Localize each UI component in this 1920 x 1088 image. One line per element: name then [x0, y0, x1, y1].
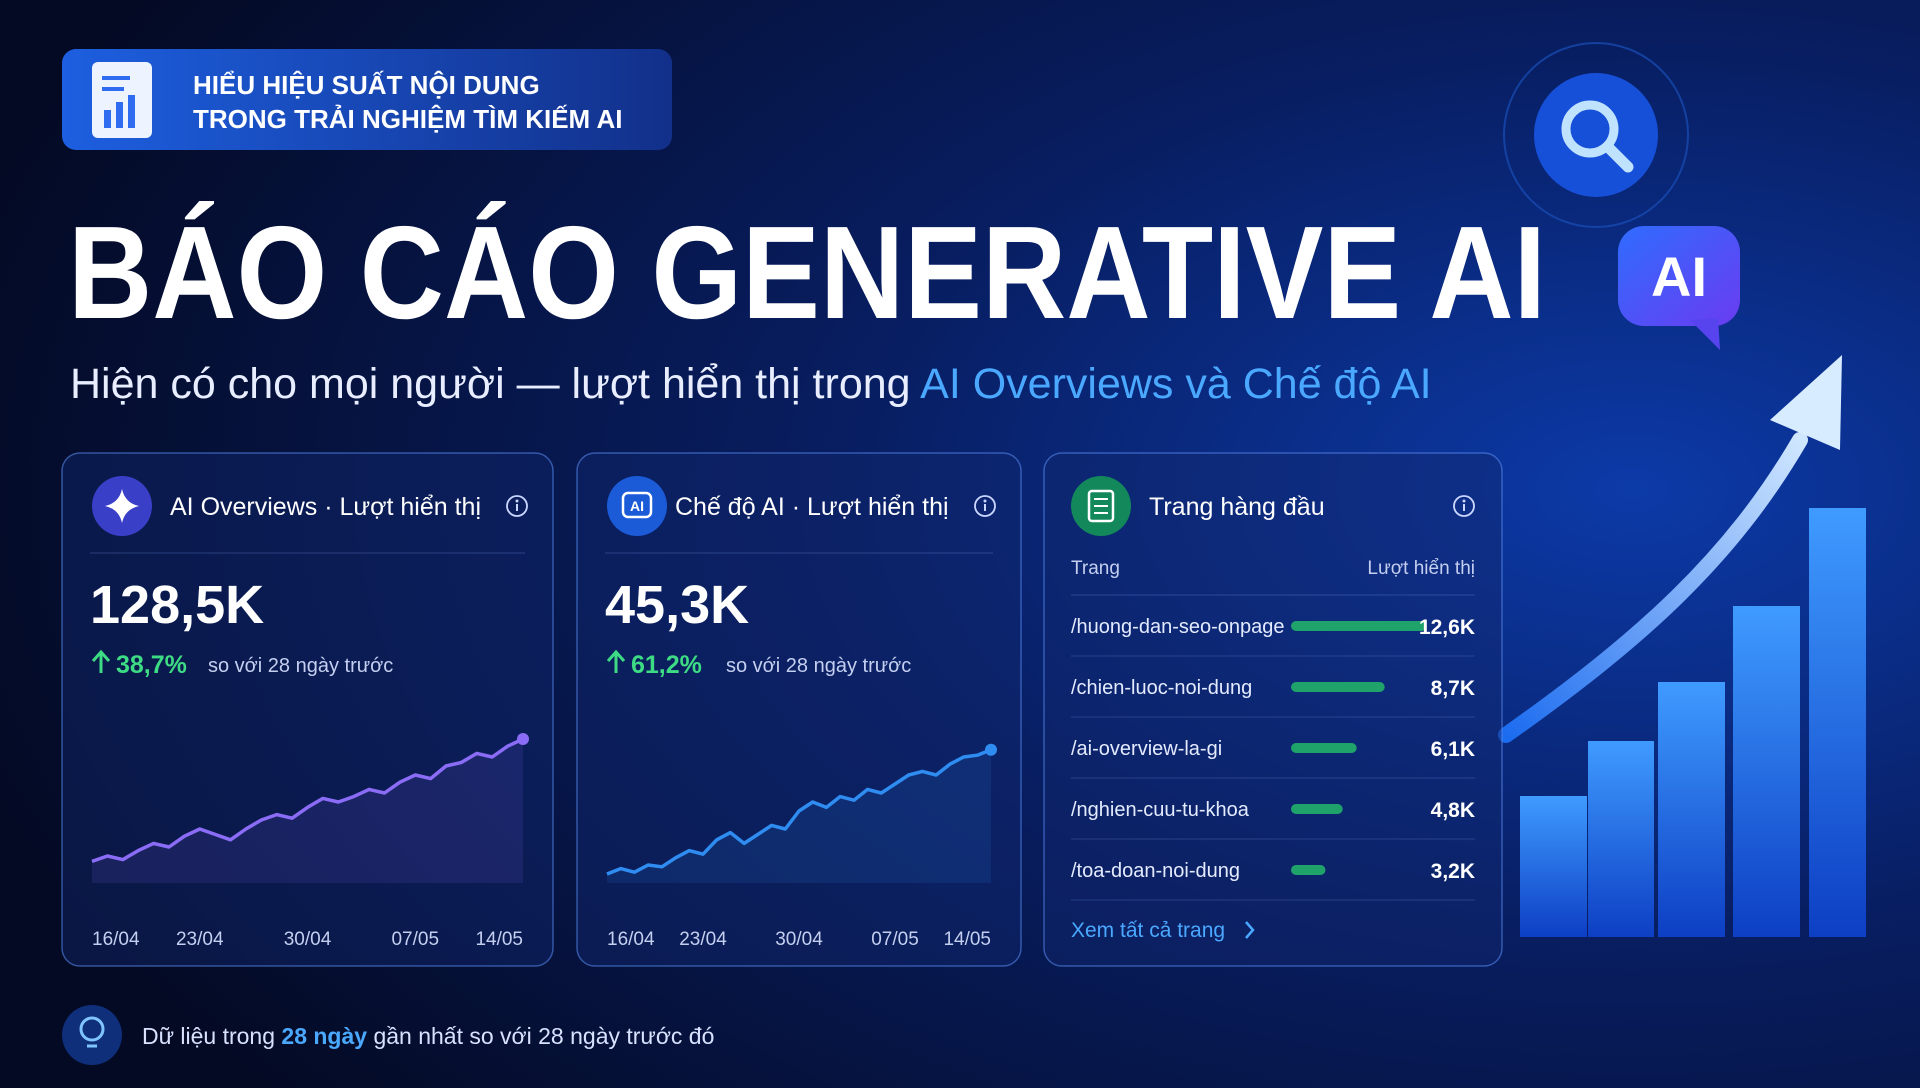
card-title: AI Overviews · Lượt hiển thị: [170, 493, 481, 521]
line-area: [607, 749, 991, 883]
value-label: 3,2K: [1431, 860, 1475, 883]
bar: [1291, 804, 1343, 814]
x-tick-label: 16/04: [607, 929, 655, 950]
ai-badge-label: AI: [1651, 245, 1707, 308]
chevron: [1245, 921, 1255, 939]
search-icon: [1503, 42, 1689, 228]
line-area: [92, 739, 523, 883]
footer-before: Dữ liệu trong: [142, 1023, 281, 1049]
main-title: BÁO CÁO GENERATIVE AI: [68, 199, 1546, 346]
x-tick-label: 23/04: [679, 929, 727, 950]
line: [91, 737, 524, 864]
header-badge: HIỂU HIỆU SUẤT NỘI DUNG TRONG TRẢI NGHIỆ…: [62, 49, 672, 150]
doc-bar: [128, 95, 135, 128]
up-arrow: [606, 649, 626, 673]
bulb-bg: [62, 1005, 122, 1065]
x-tick-label: 23/04: [176, 929, 224, 950]
x-tick-label: 14/05: [475, 929, 523, 950]
bulb: [79, 1016, 105, 1042]
value-label: 6,1K: [1431, 738, 1475, 761]
x-tick-label: 16/04: [92, 929, 140, 950]
compare: so với 28 ngày trước: [726, 655, 911, 677]
sparkle-icon: [105, 489, 139, 523]
bar: [1291, 865, 1326, 875]
page-path: /chien-luoc-noi-dung: [1071, 677, 1252, 699]
bar: [1291, 621, 1427, 631]
up-arrow: [91, 649, 111, 673]
cards: AI Overviews · Lượt hiển thị 128,5K 38,7% s…: [61, 452, 1503, 967]
ai-icon-frame: [621, 491, 653, 519]
decor-bar: [1809, 508, 1866, 937]
info-icon: [974, 495, 996, 517]
footer-highlight: 28 ngày: [281, 1023, 367, 1049]
ring: [1503, 42, 1689, 228]
card: [576, 452, 1022, 967]
x-tick-label: 30/04: [775, 929, 823, 950]
bar: [1291, 743, 1357, 753]
info-icon-dot: [1462, 499, 1466, 503]
footer: Dữ liệu trong 28 ngày gần nhất so với 28…: [62, 1005, 714, 1065]
decor-bar: [1520, 796, 1587, 937]
decor-arrowhead: [1770, 355, 1842, 450]
page-path: /toa-doan-noi-dung: [1071, 860, 1240, 882]
card: [1043, 452, 1503, 967]
decor-arrow: [1498, 432, 1808, 743]
info-icon-dot: [983, 499, 987, 503]
page-path: /ai-overview-la-gi: [1071, 738, 1222, 760]
end-dot: [985, 743, 997, 756]
footer-text: Dữ liệu trong 28 ngày gần nhất so với 28…: [142, 1023, 714, 1049]
ai-badge: AI: [1618, 226, 1740, 350]
card-icon-label: AI: [630, 498, 644, 514]
column-header: Trang: [1071, 558, 1120, 579]
card-icon-bg: [607, 476, 667, 536]
doc-bar: [104, 110, 111, 128]
subtitle: Hiện có cho mọi người — lượt hiển thị tr…: [70, 360, 1432, 408]
footer-after: gần nhất so với 28 ngày trước đó: [367, 1023, 714, 1049]
info-icon: [1453, 495, 1475, 517]
x-tick-label: 14/05: [943, 929, 991, 950]
lens: [1561, 100, 1619, 158]
bar: [1291, 682, 1385, 692]
subtitle-text: Hiện có cho mọi người — lượt hiển thị tr…: [70, 360, 920, 408]
icon-bg: [1534, 73, 1658, 197]
subtitle-highlight: AI Overviews và Chế độ AI: [920, 360, 1431, 408]
change: 38,7%: [116, 651, 187, 679]
doc-bar: [116, 102, 123, 128]
decor-bar: [1658, 682, 1725, 937]
view-all-link[interactable]: Xem tất cả trang: [1071, 919, 1225, 942]
compare: so với 28 ngày trước: [208, 655, 393, 677]
end-dot: [517, 733, 529, 745]
badge-bg: [62, 49, 672, 150]
metric-value: 128,5K: [90, 575, 264, 635]
change: 61,2%: [631, 651, 702, 679]
info-icon: [506, 495, 528, 517]
x-tick-label: 07/05: [391, 929, 439, 950]
bubble-tail: [1690, 318, 1720, 350]
value-label: 12,6K: [1419, 616, 1475, 639]
decor-bar: [1733, 606, 1800, 937]
bubble: [1618, 226, 1740, 326]
value-label: 4,8K: [1431, 799, 1475, 822]
badge-line: TRONG TRẢI NGHIỆM TÌM KIẾM AI: [193, 104, 622, 134]
decor-growth: [1498, 355, 1866, 937]
decor-bar: [1588, 741, 1654, 937]
doc-icon: [1087, 489, 1115, 523]
page-path: /nghien-cuu-tu-khoa: [1071, 799, 1250, 821]
handle: [1602, 141, 1634, 173]
column-header: Lượt hiển thị: [1367, 558, 1475, 579]
info-icon-dot: [515, 499, 519, 503]
page-path: /huong-dan-seo-onpage: [1071, 616, 1285, 638]
value-label: 8,7K: [1431, 677, 1475, 700]
card-title: Chế độ AI · Lượt hiển thị: [675, 493, 949, 521]
badge-line: HIỂU HIỆU SUẤT NỘI DUNG: [193, 70, 540, 100]
line: [606, 748, 992, 876]
x-tick-label: 30/04: [284, 929, 332, 950]
metric-value: 45,3K: [605, 575, 749, 635]
x-tick-label: 07/05: [871, 929, 919, 950]
card-title: Trang hàng đầu: [1149, 493, 1325, 521]
